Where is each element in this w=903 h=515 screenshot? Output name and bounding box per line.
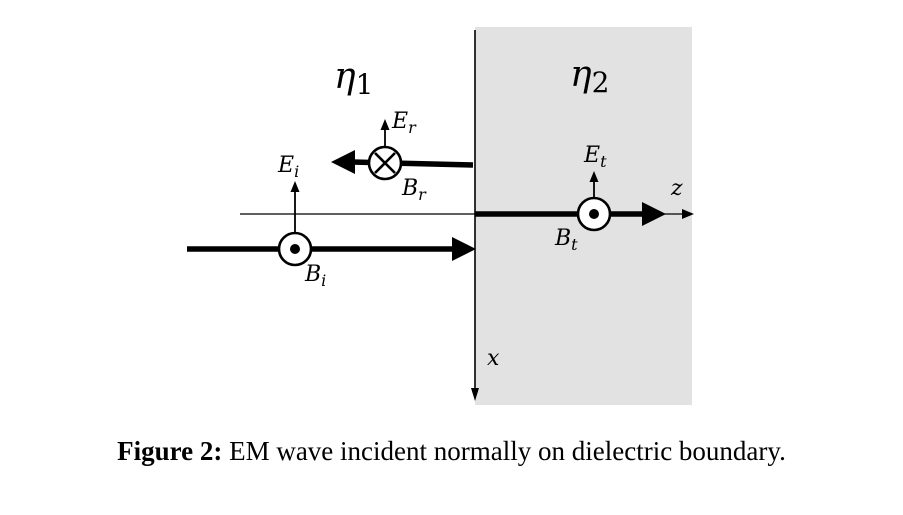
transmitted-b-field-dot <box>589 209 599 219</box>
reflected-wave: Er Br <box>331 109 474 204</box>
figure-caption-label: Figure 2: <box>117 436 223 466</box>
incident-arrowhead <box>452 237 476 261</box>
incident-e-label: Ei <box>277 153 299 181</box>
transmitted-e-field-arrowhead <box>589 171 599 182</box>
figure-caption-text: EM wave incident normally on dielectric … <box>229 436 786 466</box>
figure-caption: Figure 2: EM wave incident normally on d… <box>0 436 903 467</box>
incident-wave: Ei Bi <box>187 153 476 290</box>
reflected-arrowhead <box>331 150 355 174</box>
transmitted-e-label: Et <box>583 143 607 171</box>
x-axis-label: x <box>487 346 500 371</box>
incident-b-field-dot <box>290 244 300 254</box>
transmitted-wave: Et Bt <box>475 143 666 254</box>
reflected-b-label: Br <box>401 176 427 204</box>
z-axis-label: z <box>670 176 683 201</box>
incident-b-label: Bi <box>304 262 326 290</box>
incident-e-field-arrowhead <box>290 181 300 192</box>
eta-2-label: η2 <box>570 54 609 99</box>
transmitted-arrowhead <box>642 202 666 226</box>
eta-1-label: η1 <box>334 56 373 101</box>
reflected-e-field-arrowhead <box>380 119 390 130</box>
reflected-e-label: Er <box>391 109 417 137</box>
z-axis-arrowhead <box>682 209 694 219</box>
reflected-b-cross-b <box>374 152 396 174</box>
x-axis-arrowhead <box>471 388 479 401</box>
em-wave-diagram: x z η1 η2 Ei Bi Er Br Et Bt <box>187 27 694 405</box>
transmitted-b-label: Bt <box>554 226 578 254</box>
